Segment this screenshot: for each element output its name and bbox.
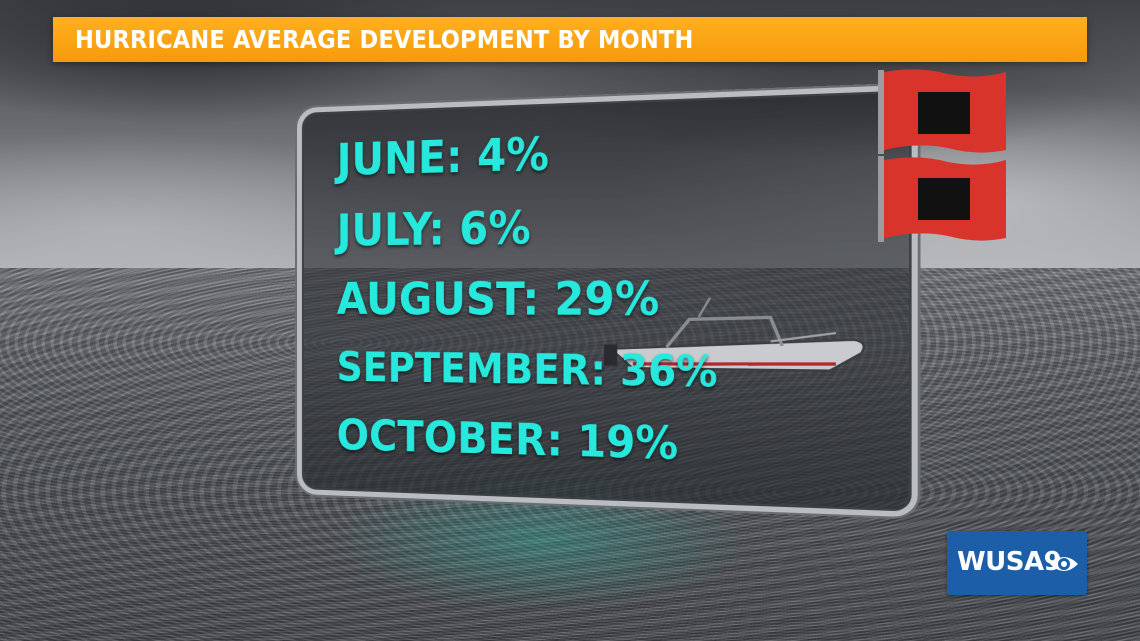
- monthly-stats-list: JUNE: 4% JULY: 6% AUGUST: 29% SEPTEMBER:…: [337, 127, 718, 468]
- stat-row-september: SEPTEMBER: 36%: [337, 347, 718, 394]
- station-logo: WUSA9: [947, 531, 1087, 595]
- stat-row-october: OCTOBER: 19%: [337, 414, 718, 468]
- logo-text: WUSA9: [957, 547, 1061, 577]
- stats-panel: JUNE: 4% JULY: 6% AUGUST: 29% SEPTEMBER:…: [297, 85, 918, 518]
- cbs-eye-icon: [1049, 549, 1079, 579]
- stat-row-july: JULY: 6%: [337, 203, 718, 254]
- headline-title: HURRICANE AVERAGE DEVELOPMENT BY MONTH: [75, 25, 693, 54]
- hurricane-warning-flag-icon: [878, 156, 1010, 242]
- stat-row-june: JUNE: 4%: [337, 127, 718, 183]
- hurricane-warning-flag-icon: [878, 68, 1010, 154]
- headline-banner: HURRICANE AVERAGE DEVELOPMENT BY MONTH: [53, 17, 1087, 62]
- hurricane-warning-flags: [878, 68, 1010, 246]
- stat-row-august: AUGUST: 29%: [337, 276, 718, 324]
